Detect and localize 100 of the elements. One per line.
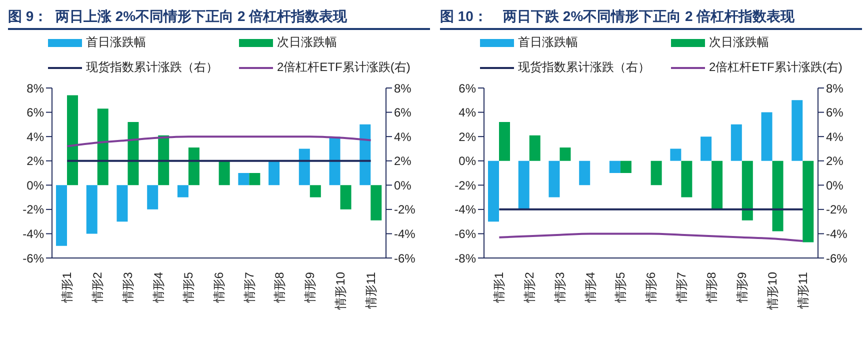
bar	[579, 160, 590, 186]
y-tick-label: -2%	[454, 178, 476, 192]
bar	[802, 160, 814, 242]
y2-tick-label: 2%	[826, 154, 844, 168]
y2-tick-label: 0%	[826, 178, 844, 192]
x-tick-label: 情形4	[583, 272, 598, 304]
legend-label: 首日涨跌幅	[518, 34, 578, 51]
y2-tick-label: -2%	[826, 202, 848, 217]
x-tick-label: 情形7	[242, 272, 256, 304]
chart-title: 图 10： 两日下跌 2%不同情形下正向 2 倍杠杆指数表现	[440, 8, 862, 30]
bar	[67, 95, 78, 186]
y-tick-label: -4%	[454, 202, 476, 217]
legend-label: 现货指数累计涨跌（右）	[518, 59, 650, 76]
bar	[700, 136, 712, 161]
bar	[518, 160, 530, 210]
y2-tick-label: 6%	[826, 106, 844, 120]
x-tick-label: 情形6	[644, 272, 658, 304]
legend-label: 首日涨跌幅	[86, 34, 146, 51]
y2-tick-label: -2%	[394, 202, 416, 217]
bar	[650, 160, 662, 186]
bar	[499, 122, 510, 161]
bar	[792, 100, 803, 161]
y-tick-label: 0%	[26, 178, 44, 192]
bar	[681, 160, 692, 198]
y2-tick-label: -6%	[826, 251, 848, 266]
y-tick-label: -6%	[22, 251, 44, 266]
x-tick-label: 情形11	[796, 272, 810, 310]
x-tick-label: 情形10	[765, 272, 780, 310]
y-tick-label: 4%	[458, 106, 476, 120]
y2-tick-label: 4%	[394, 130, 412, 144]
bar	[158, 135, 170, 186]
bar	[249, 173, 260, 186]
y-tick-label: 8%	[26, 81, 44, 96]
bar	[329, 136, 340, 186]
x-tick-label: 情形5	[182, 272, 196, 304]
chart-title: 图 9： 两日上涨 2%不同情形下正向 2 倍杠杆指数表现	[8, 8, 430, 30]
bar	[742, 160, 753, 220]
bar	[620, 160, 632, 173]
bar	[670, 148, 682, 161]
y2-tick-label: 4%	[826, 130, 844, 144]
bar	[488, 160, 499, 222]
x-tick-label: 情形3	[552, 272, 567, 304]
bar	[128, 122, 139, 186]
y2-tick-label: -4%	[826, 226, 848, 241]
y-tick-label: -8%	[454, 251, 476, 266]
x-tick-label: 情形8	[272, 272, 287, 304]
line-series	[498, 232, 804, 242]
legend-label: 2倍杠杆ETF累计涨跌(右)	[709, 59, 842, 76]
y-tick-label: 6%	[458, 81, 476, 96]
bar	[761, 112, 772, 161]
bar	[268, 160, 280, 186]
legend-label: 次日涨跌幅	[277, 34, 337, 51]
bar	[298, 148, 310, 186]
bar	[772, 160, 784, 232]
x-tick-label: 情形10	[333, 272, 348, 310]
y-tick-label: 6%	[26, 106, 44, 120]
bar	[360, 124, 371, 186]
bar	[529, 135, 540, 161]
x-tick-label: 情形9	[303, 272, 318, 304]
y2-tick-label: -6%	[394, 251, 416, 266]
bar	[609, 160, 620, 173]
x-tick-label: 情形1	[60, 272, 74, 304]
bar	[56, 185, 67, 246]
y2-tick-label: 0%	[394, 178, 412, 192]
x-tick-label: 情形6	[212, 272, 226, 304]
bar	[177, 185, 188, 198]
y-tick-label: 2%	[458, 130, 476, 144]
y2-tick-label: 8%	[826, 81, 844, 96]
y-tick-label: 2%	[26, 154, 44, 168]
y2-tick-label: 8%	[394, 81, 412, 96]
x-tick-label: 情形7	[674, 272, 688, 304]
line-series	[66, 136, 372, 148]
x-tick-label: 情形2	[522, 272, 537, 304]
y2-tick-label: -4%	[394, 226, 416, 241]
bar	[97, 108, 108, 186]
bar	[370, 185, 382, 220]
x-tick-label: 情形8	[704, 272, 719, 304]
y-tick-label: -2%	[22, 202, 44, 217]
bar	[310, 185, 321, 198]
legend-label: 现货指数累计涨跌（右）	[86, 59, 218, 76]
x-tick-label: 情形2	[90, 272, 105, 304]
y-tick-label: -6%	[454, 226, 476, 241]
bar	[548, 160, 560, 198]
bar	[560, 148, 571, 161]
y-tick-label: 0%	[458, 154, 476, 168]
y-tick-label: -4%	[22, 226, 44, 241]
y2-tick-label: 2%	[394, 154, 412, 168]
x-tick-label: 情形1	[492, 272, 506, 304]
bar	[188, 148, 200, 186]
legend-label: 次日涨跌幅	[709, 34, 769, 51]
bar	[730, 124, 742, 161]
x-tick-label: 情形11	[364, 272, 378, 310]
x-tick-label: 情形5	[614, 272, 628, 304]
bar	[147, 185, 158, 210]
x-tick-label: 情形3	[120, 272, 135, 304]
bar	[238, 173, 250, 186]
bar	[712, 160, 723, 210]
bar	[86, 185, 98, 234]
bar	[340, 185, 352, 210]
y2-tick-label: 6%	[394, 106, 412, 120]
